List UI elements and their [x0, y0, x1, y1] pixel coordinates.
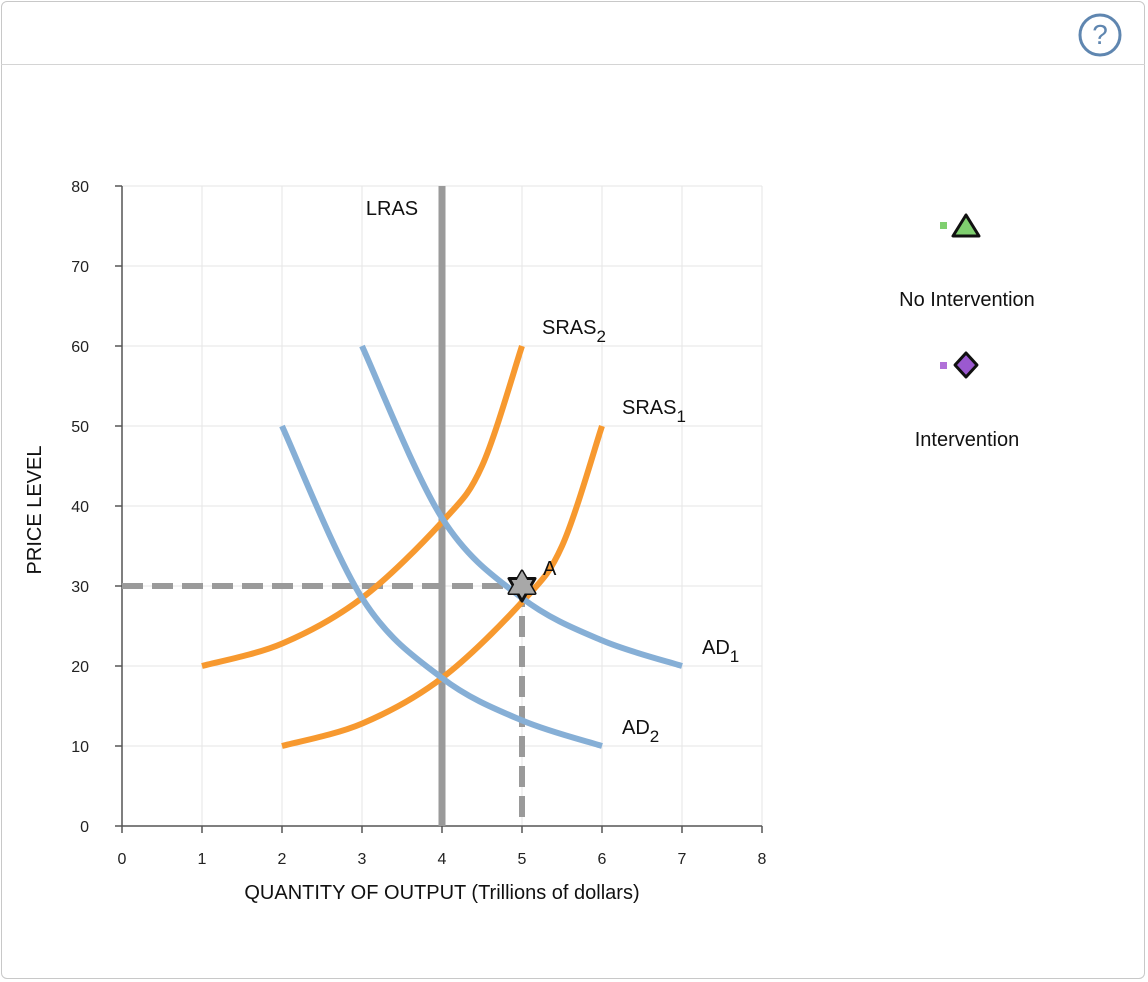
x-tick-label: 8 — [758, 851, 767, 868]
y-tick-label: 40 — [71, 499, 89, 516]
curve-sras2 — [201, 345, 525, 669]
label-ad2: AD2 — [622, 717, 659, 746]
panel-header — [1, 1, 1145, 65]
diamond-icon[interactable] — [953, 351, 979, 379]
y-tick-label: 70 — [71, 259, 89, 276]
label-sras2: SRAS2 — [542, 317, 606, 346]
equilibrium-guides — [122, 583, 525, 826]
x-tick-label: 4 — [438, 851, 447, 868]
label-sras1: SRAS1 — [622, 397, 686, 426]
x-tick-label: 1 — [198, 851, 207, 868]
y-tick-label: 30 — [71, 579, 89, 596]
curve-sras1 — [281, 425, 605, 749]
points — [507, 569, 537, 603]
legend-swatch — [940, 362, 947, 369]
label-name: SRAS — [622, 397, 676, 419]
star-fill — [509, 571, 535, 594]
y-tick-label: 50 — [71, 419, 89, 436]
help-circle-icon[interactable]: ? — [1077, 12, 1123, 58]
x-tick-label: 3 — [358, 851, 367, 868]
curve-ad2 — [279, 424, 603, 749]
legend-item-no-intervention[interactable]: No Intervention — [899, 213, 1035, 311]
legend-label-no-intervention: No Intervention — [899, 289, 1035, 311]
label-subscript: 2 — [596, 327, 605, 346]
x-axis-title: QUANTITY OF OUTPUT (Trillions of dollars… — [244, 882, 639, 904]
triangle-icon[interactable] — [951, 213, 981, 238]
y-tick-label: 10 — [71, 739, 89, 756]
y-tick-label: 60 — [71, 339, 89, 356]
label-name: AD — [622, 717, 650, 739]
x-tick-label: 6 — [598, 851, 607, 868]
label-name: AD — [702, 637, 730, 659]
x-tick-label: 2 — [278, 851, 287, 868]
x-tick-label: 0 — [118, 851, 127, 868]
label-subscript: 1 — [730, 647, 739, 666]
y-tick-label: 0 — [80, 819, 89, 836]
legend-label-intervention: Intervention — [915, 429, 1020, 451]
lras-label: LRAS — [366, 198, 418, 220]
point-a-label: A — [543, 558, 557, 580]
x-tick-label: 5 — [518, 851, 527, 868]
help-glyph: ? — [1092, 19, 1108, 50]
star-icon[interactable] — [507, 569, 537, 603]
label-subscript: 2 — [650, 727, 659, 746]
y-tick-label: 20 — [71, 659, 89, 676]
label-ad1: AD1 — [702, 637, 739, 666]
legend-swatch — [940, 222, 947, 229]
label-subscript: 1 — [676, 407, 685, 426]
legend-item-intervention[interactable]: Intervention — [915, 351, 1020, 451]
curves — [201, 186, 683, 826]
x-tick-label: 7 — [678, 851, 687, 868]
y-axis-title: PRICE LEVEL — [24, 446, 46, 575]
y-tick-label: 80 — [71, 179, 89, 196]
label-name: SRAS — [542, 317, 596, 339]
